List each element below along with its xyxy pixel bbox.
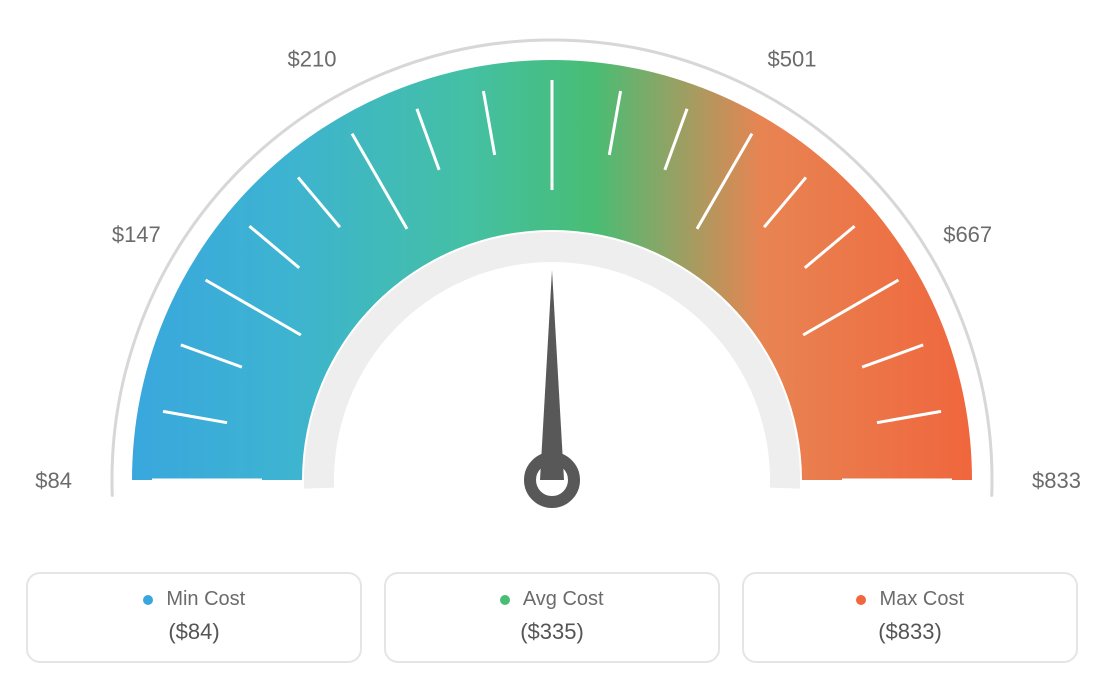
- legend-label-max: Max Cost: [880, 588, 964, 610]
- legend-title-avg: Avg Cost: [396, 588, 708, 611]
- legend-label-min: Min Cost: [166, 588, 245, 610]
- gauge-tick-label: $84: [35, 468, 72, 493]
- gauge-area: $84$147$210$335$501$667$833: [20, 20, 1084, 560]
- legend-card-min: Min Cost ($84): [26, 572, 362, 663]
- gauge-needle: [540, 270, 564, 480]
- gauge-tick-label: $147: [112, 222, 161, 247]
- legend-card-avg: Avg Cost ($335): [384, 572, 720, 663]
- legend-dot-max: [856, 595, 866, 605]
- legend-card-max: Max Cost ($833): [742, 572, 1078, 663]
- legend-dot-avg: [500, 595, 510, 605]
- gauge-svg: $84$147$210$335$501$667$833: [20, 20, 1084, 560]
- legend-dot-min: [143, 595, 153, 605]
- legend-row: Min Cost ($84) Avg Cost ($335) Max Cost …: [20, 572, 1084, 663]
- gauge-tick-label: $501: [768, 46, 817, 71]
- legend-label-avg: Avg Cost: [523, 588, 604, 610]
- legend-value-max: ($833): [754, 619, 1066, 645]
- legend-title-max: Max Cost: [754, 588, 1066, 611]
- cost-gauge-chart: $84$147$210$335$501$667$833 Min Cost ($8…: [20, 20, 1084, 670]
- legend-value-min: ($84): [38, 619, 350, 645]
- legend-title-min: Min Cost: [38, 588, 350, 611]
- legend-value-avg: ($335): [396, 619, 708, 645]
- gauge-tick-label: $833: [1032, 468, 1081, 493]
- gauge-tick-label: $667: [943, 222, 992, 247]
- gauge-tick-label: $210: [288, 46, 337, 71]
